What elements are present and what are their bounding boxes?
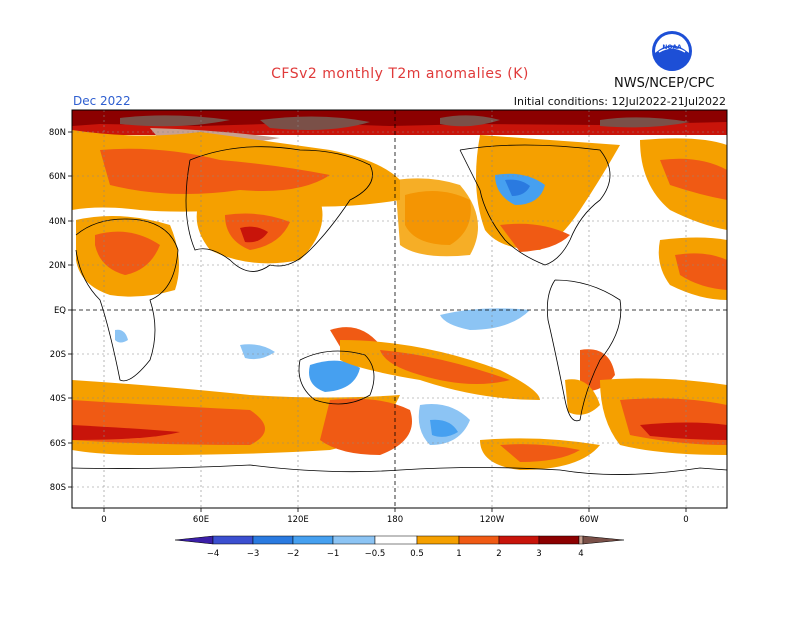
lon-label: 0	[683, 515, 688, 525]
colorbar	[174, 535, 625, 545]
colorbar-label: −4	[207, 549, 220, 559]
colorbar-segment	[582, 535, 625, 545]
noaa-logo-icon: NOAA	[652, 31, 692, 71]
colorbar-label: −0.5	[365, 549, 386, 559]
colorbar-labels: −4 −3 −2 −1 −0.5 0.5 1 2 3 4	[207, 549, 584, 559]
graticule	[72, 110, 727, 508]
latitude-labels: 80N 60N 40N 20N EQ 20S 40S 60S 80S	[49, 128, 66, 493]
lat-label: EQ	[54, 306, 66, 316]
colorbar-segment	[578, 535, 584, 545]
forecast-period: Dec 2022	[73, 94, 131, 108]
lat-label: 60N	[49, 172, 66, 182]
colorbar-segment	[332, 535, 376, 545]
initial-conditions: Initial conditions: 12Jul2022-21Jul2022	[513, 95, 726, 108]
colorbar-label: 1	[456, 549, 461, 559]
colorbar-segment	[498, 535, 540, 545]
colorbar-segment	[212, 535, 254, 545]
lat-label: 80S	[50, 483, 66, 493]
anomaly-fill-layer	[72, 110, 727, 475]
map-frame	[71, 109, 728, 509]
lon-label: 180	[387, 515, 403, 525]
colorbar-segment	[458, 535, 500, 545]
agency-label: NWS/NCEP/CPC	[614, 76, 715, 91]
lat-label: 40S	[50, 394, 66, 404]
colorbar-label: 4	[578, 549, 583, 559]
ticks	[68, 131, 687, 512]
colorbar-segment	[252, 535, 294, 545]
lon-label: 120E	[287, 515, 309, 525]
lat-label: 80N	[49, 128, 66, 138]
svg-text:NOAA: NOAA	[662, 44, 682, 51]
colorbar-label: 3	[536, 549, 541, 559]
colorbar-segment	[416, 535, 460, 545]
colorbar-segment	[292, 535, 334, 545]
lon-label: 60W	[579, 515, 599, 525]
lat-label: 40N	[49, 217, 66, 227]
lon-label: 120W	[480, 515, 505, 525]
lat-label: 20S	[50, 350, 66, 360]
colorbar-label: −2	[287, 549, 300, 559]
colorbar-segment	[538, 535, 580, 545]
lat-label: 60S	[50, 439, 66, 449]
colorbar-label: −1	[327, 549, 340, 559]
map-title: CFSv2 monthly T2m anomalies (K)	[271, 66, 529, 82]
colorbar-segment	[174, 535, 214, 545]
lat-label: 20N	[49, 261, 66, 271]
longitude-labels: 0 60E 120E 180 120W 60W 0	[101, 515, 688, 525]
colorbar-label: 2	[496, 549, 501, 559]
lon-label: 0	[101, 515, 106, 525]
reference-lines	[72, 110, 727, 508]
colorbar-label: 0.5	[410, 549, 424, 559]
colorbar-segment	[374, 535, 418, 545]
colorbar-label: −3	[247, 549, 260, 559]
lon-label: 60E	[193, 515, 209, 525]
